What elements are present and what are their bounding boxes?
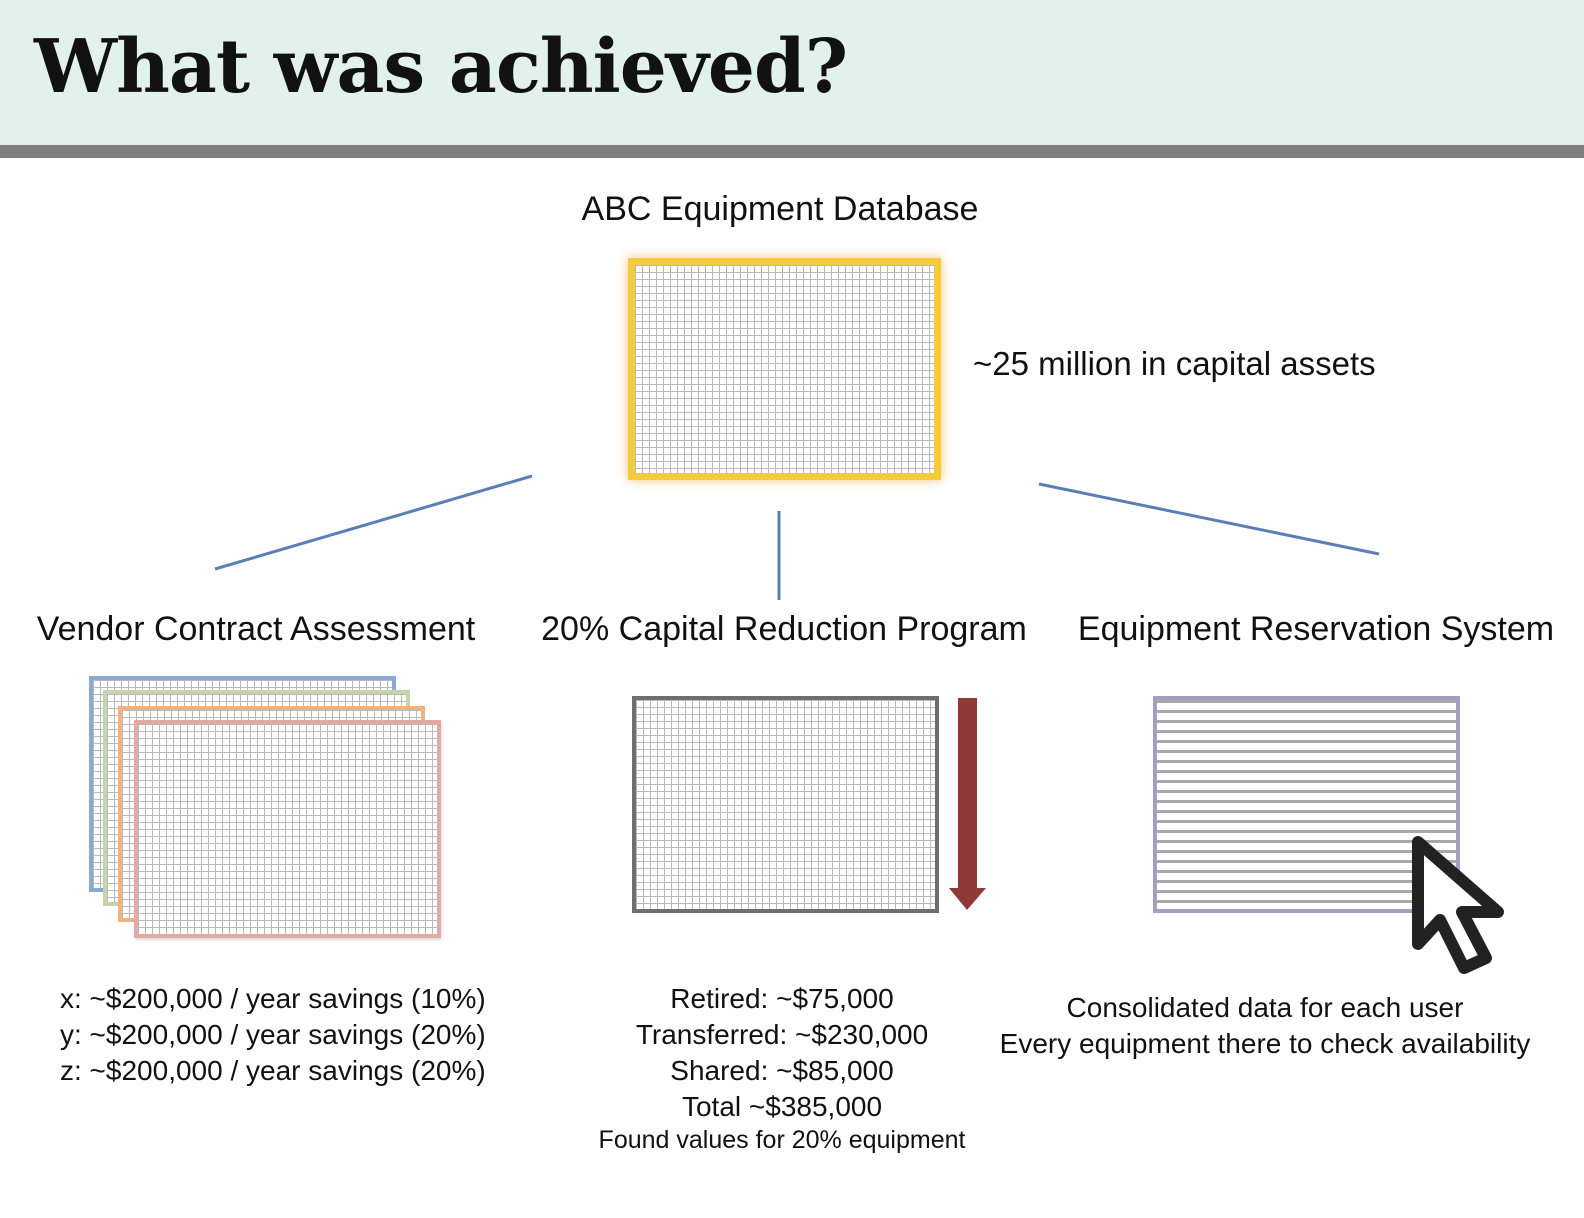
header-banner xyxy=(0,0,1584,145)
database-title: ABC Equipment Database xyxy=(581,190,979,228)
reduction-note: Found values for 20% equipment xyxy=(598,1126,966,1154)
vendor-savings-z: z: ~$200,000 / year savings (20%) xyxy=(60,1055,486,1086)
database-annotation: ~25 million in capital assets xyxy=(973,345,1376,382)
reduction-transferred: Transferred: ~$230,000 xyxy=(635,1019,929,1050)
reservation-line-2: Every equipment there to check availabil… xyxy=(999,1028,1531,1059)
reservation-line-1: Consolidated data for each user xyxy=(1066,992,1464,1023)
database-grid xyxy=(628,258,941,480)
vendor-savings-y: y: ~$200,000 / year savings (20%) xyxy=(60,1019,486,1050)
reduction-values-list: Retired: ~$75,000 Transferred: ~$230,000… xyxy=(582,981,982,1155)
reduction-total: Total ~$385,000 xyxy=(681,1091,883,1122)
page-title: What was achieved? xyxy=(34,24,848,110)
vendor-title: Vendor Contract Assessment xyxy=(36,610,476,648)
vendor-savings-list: x: ~$200,000 / year savings (10%) y: ~$2… xyxy=(60,981,486,1089)
reduction-shared: Shared: ~$85,000 xyxy=(670,1055,894,1086)
vendor-sheet-4 xyxy=(134,720,441,938)
connector-right xyxy=(1038,482,1380,556)
reservation-title: Equipment Reservation System xyxy=(1077,610,1555,648)
reduction-title: 20% Capital Reduction Program xyxy=(541,610,1027,648)
connector-left xyxy=(214,474,533,571)
reservation-description: Consolidated data for each user Every eq… xyxy=(965,990,1565,1062)
reduction-grid xyxy=(632,696,939,913)
header-divider xyxy=(0,145,1584,158)
reservation-sheet xyxy=(1153,696,1460,913)
vendor-savings-x: x: ~$200,000 / year savings (10%) xyxy=(60,983,486,1014)
reduction-retired: Retired: ~$75,000 xyxy=(670,983,894,1014)
